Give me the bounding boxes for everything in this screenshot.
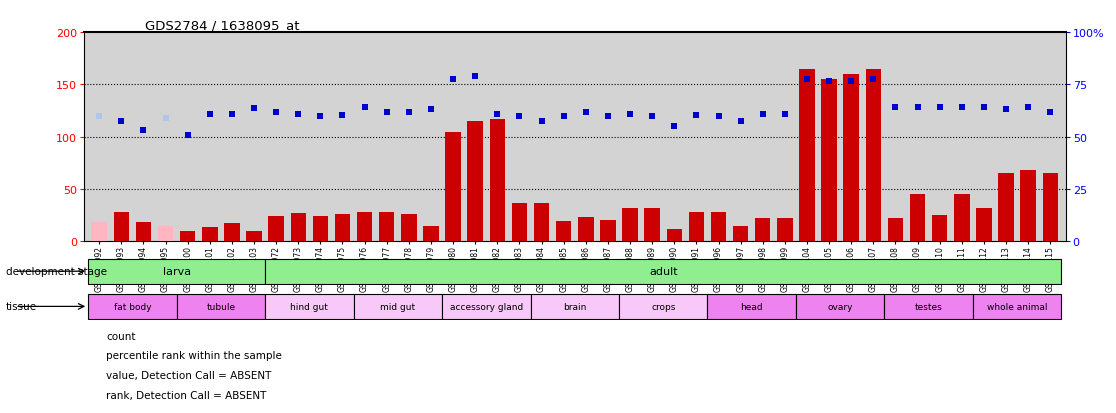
- Bar: [954, 195, 970, 242]
- Bar: [666, 229, 682, 242]
- Text: development stage: development stage: [6, 266, 107, 276]
- Bar: [976, 208, 992, 242]
- Text: hind gut: hind gut: [290, 302, 328, 311]
- Bar: [887, 218, 903, 242]
- Text: value, Detection Call = ABSENT: value, Detection Call = ABSENT: [106, 370, 271, 380]
- Bar: [290, 214, 306, 242]
- Bar: [884, 294, 973, 319]
- Text: GDS2784 / 1638095_at: GDS2784 / 1638095_at: [145, 19, 299, 31]
- Bar: [689, 212, 704, 242]
- Bar: [910, 195, 925, 242]
- Text: adult: adult: [648, 266, 677, 277]
- Bar: [1020, 171, 1036, 242]
- Bar: [442, 294, 530, 319]
- Bar: [247, 231, 262, 242]
- Bar: [312, 216, 328, 242]
- Bar: [202, 227, 218, 242]
- Text: mid gut: mid gut: [381, 302, 415, 311]
- Bar: [733, 226, 749, 242]
- Text: tissue: tissue: [6, 301, 37, 311]
- Text: percentile rank within the sample: percentile rank within the sample: [106, 351, 282, 361]
- Bar: [533, 203, 549, 242]
- Bar: [799, 69, 815, 242]
- Bar: [756, 218, 770, 242]
- Bar: [92, 223, 107, 242]
- Text: larva: larva: [163, 266, 191, 277]
- Bar: [468, 122, 483, 242]
- Bar: [423, 226, 439, 242]
- Bar: [136, 223, 151, 242]
- Bar: [708, 294, 796, 319]
- Bar: [844, 75, 859, 242]
- Text: ovary: ovary: [827, 302, 853, 311]
- Bar: [490, 120, 506, 242]
- Bar: [619, 294, 708, 319]
- Text: brain: brain: [564, 302, 586, 311]
- Bar: [266, 259, 1061, 284]
- Bar: [335, 214, 350, 242]
- Bar: [821, 80, 837, 242]
- Text: testes: testes: [915, 302, 943, 311]
- Bar: [224, 224, 240, 242]
- Text: tubule: tubule: [206, 302, 235, 311]
- Bar: [512, 203, 527, 242]
- Text: rank, Detection Call = ABSENT: rank, Detection Call = ABSENT: [106, 390, 267, 400]
- Text: fat body: fat body: [114, 302, 151, 311]
- Bar: [600, 221, 616, 242]
- Bar: [644, 208, 660, 242]
- Bar: [932, 216, 947, 242]
- Bar: [445, 133, 461, 242]
- Text: whole animal: whole animal: [987, 302, 1048, 311]
- Bar: [354, 294, 442, 319]
- Text: crops: crops: [651, 302, 675, 311]
- Bar: [999, 174, 1013, 242]
- Text: head: head: [740, 302, 763, 311]
- Bar: [180, 231, 195, 242]
- Text: accessory gland: accessory gland: [450, 302, 523, 311]
- Bar: [1042, 174, 1058, 242]
- Bar: [796, 294, 884, 319]
- Bar: [88, 259, 266, 284]
- Bar: [973, 294, 1061, 319]
- Bar: [266, 294, 354, 319]
- Bar: [530, 294, 619, 319]
- Bar: [711, 212, 727, 242]
- Bar: [777, 218, 792, 242]
- Bar: [379, 212, 394, 242]
- Bar: [578, 218, 594, 242]
- Bar: [88, 294, 176, 319]
- Bar: [623, 208, 637, 242]
- Bar: [176, 294, 266, 319]
- Bar: [401, 214, 416, 242]
- Bar: [866, 69, 882, 242]
- Bar: [357, 212, 373, 242]
- Bar: [268, 216, 283, 242]
- Bar: [114, 212, 129, 242]
- Text: count: count: [106, 331, 135, 341]
- Bar: [157, 226, 173, 242]
- Bar: [556, 222, 571, 242]
